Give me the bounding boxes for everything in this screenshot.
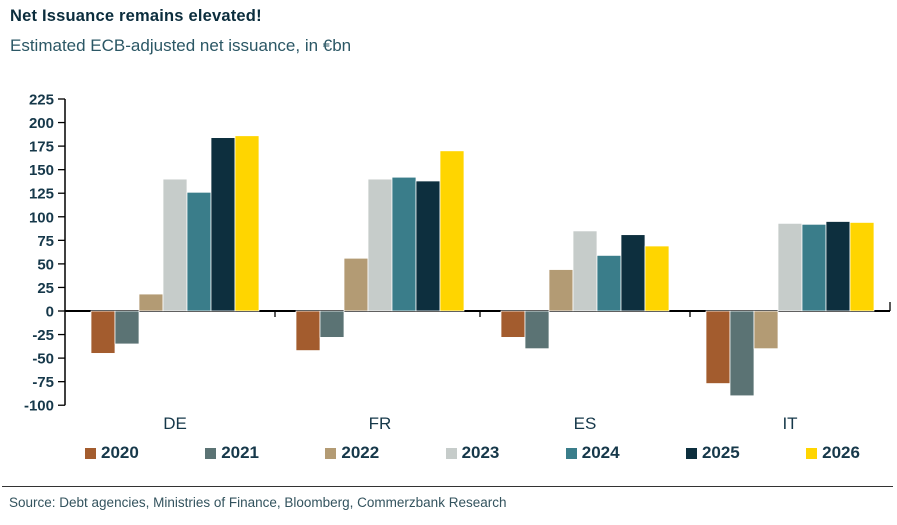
source-text: Source: Debt agencies, Ministries of Fin… <box>9 495 507 510</box>
y-tick-label: 225 <box>29 92 54 109</box>
y-tick-label: -50 <box>32 351 54 368</box>
bar-IT-2021 <box>729 310 755 397</box>
y-tick-label: 100 <box>29 209 54 226</box>
bar-ES-2022 <box>548 269 574 312</box>
bar-IT-2026 <box>849 222 875 312</box>
legend-item-2021: 2021 <box>205 443 259 463</box>
source-divider <box>2 486 893 487</box>
bar-DE-2021 <box>114 310 140 345</box>
chart-legend: 2020 2021 2022 2023 2024 2025 2026 <box>85 442 860 464</box>
legend-swatch-2025 <box>685 447 697 459</box>
bar-DE-2022 <box>138 293 164 312</box>
legend-swatch-2020 <box>85 447 96 459</box>
bar-ES-2025 <box>620 234 646 312</box>
chart-subtitle: Estimated ECB-adjusted net issuance, in … <box>10 36 352 55</box>
legend-label: 2023 <box>461 443 500 462</box>
bar-DE-2023 <box>162 178 188 312</box>
legend-item-2020: 2020 <box>85 443 139 463</box>
legend-swatch-2022 <box>325 447 337 459</box>
legend-item-2025: 2025 <box>685 443 740 463</box>
bar-FR-2023 <box>367 178 393 312</box>
category-label-IT: IT <box>782 414 797 433</box>
legend-label: 2025 <box>701 443 740 462</box>
bar-IT-2024 <box>801 223 827 312</box>
legend-swatch-2023 <box>445 447 457 459</box>
y-tick-label: 50 <box>37 256 54 273</box>
legend-item-2022: 2022 <box>325 443 379 463</box>
bar-ES-2026 <box>644 245 670 312</box>
bar-ES-2023 <box>572 230 598 312</box>
bar-FR-2021 <box>319 310 345 338</box>
legend-label: 2021 <box>221 443 260 462</box>
bar-ES-2020 <box>500 310 526 338</box>
y-tick-label: 125 <box>29 186 54 203</box>
legend-label: 2024 <box>581 443 620 462</box>
legend-swatch-2026 <box>806 447 818 459</box>
bar-IT-2020 <box>705 310 731 384</box>
y-tick-label: -25 <box>32 327 54 344</box>
y-tick-label: 25 <box>37 280 54 297</box>
legend-label: 2022 <box>341 443 380 462</box>
y-tick-label: 175 <box>29 139 54 156</box>
y-tick-label: -100 <box>24 398 54 415</box>
bar-FR-2020 <box>295 310 321 351</box>
bar-IT-2022 <box>753 310 779 350</box>
y-tick-label: -75 <box>32 374 54 391</box>
bar-DE-2025 <box>210 137 236 312</box>
legend-label: 2026 <box>822 443 860 462</box>
bar-ES-2024 <box>596 255 622 312</box>
legend-item-2023: 2023 <box>445 443 500 463</box>
category-label-ES: ES <box>574 414 597 433</box>
legend-swatch-2024 <box>565 447 577 459</box>
bar-FR-2026 <box>439 150 465 312</box>
category-label-DE: DE <box>163 414 187 433</box>
bar-DE-2020 <box>90 310 116 354</box>
y-tick-label: 200 <box>29 115 54 132</box>
chart-title: Net Issuance remains elevated! <box>10 7 262 25</box>
category-label-FR: FR <box>369 414 392 433</box>
legend-item-2026: 2026 <box>806 443 860 463</box>
bar-FR-2025 <box>415 180 441 312</box>
legend-item-2024: 2024 <box>565 443 620 463</box>
bar-ES-2021 <box>524 310 550 350</box>
bar-IT-2025 <box>825 221 851 312</box>
bar-IT-2023 <box>777 222 803 312</box>
bar-chart-plot: 225 200 175 150 125 100 75 50 25 0 -25 -50 -75 -100 DE… <box>24 92 891 433</box>
y-tick-label: 150 <box>29 162 54 179</box>
y-tick-label: 0 <box>46 304 54 321</box>
bar-DE-2026 <box>234 135 260 312</box>
legend-swatch-2021 <box>205 447 217 459</box>
bar-DE-2024 <box>186 191 212 312</box>
legend-label: 2020 <box>101 443 139 462</box>
bar-FR-2022 <box>343 257 369 312</box>
bar-FR-2024 <box>391 176 417 312</box>
y-tick-label: 75 <box>37 233 54 250</box>
